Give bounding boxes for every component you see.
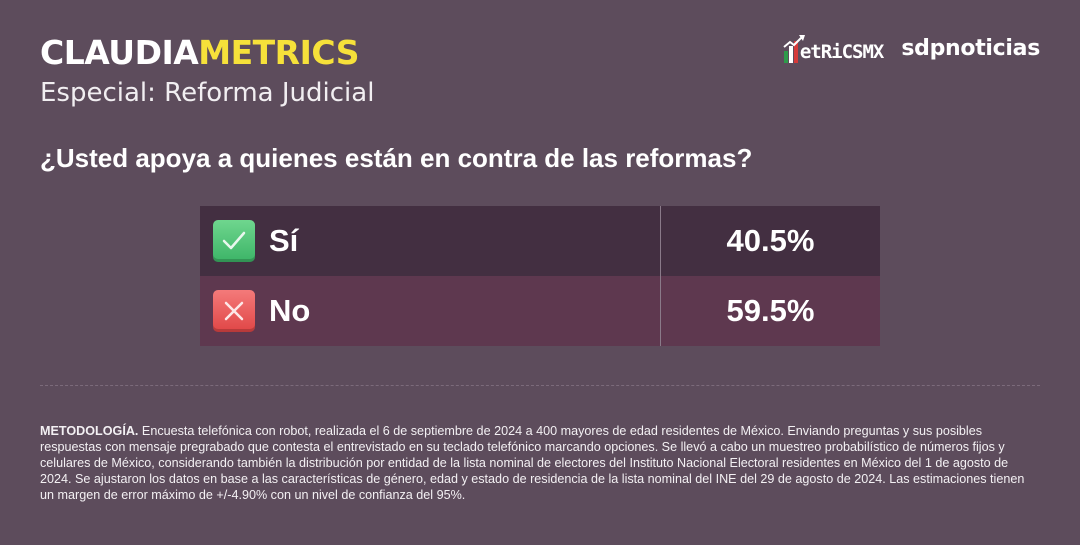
methodology-note: METODOLOGÍA. Encuesta telefónica con rob… <box>40 423 1040 503</box>
brand-part-metrics: METRICS <box>198 33 359 72</box>
methodology-heading: METODOLOGÍA. <box>40 424 139 438</box>
page-subtitle: Especial: Reforma Judicial <box>40 78 375 108</box>
percentage-value: 40.5% <box>726 223 815 258</box>
cross-icon <box>213 290 255 332</box>
bar-chart-flag-icon <box>783 35 805 63</box>
check-icon <box>213 220 255 262</box>
brand-part-claudia: CLAUDIA <box>40 33 199 72</box>
answer-cell: No <box>200 276 661 346</box>
result-row-si: Sí 40.5% <box>200 206 880 276</box>
metricsmx-logo: etRiCSMX <box>783 33 885 63</box>
brand-title: CLAUDIAMETRICS <box>40 33 359 73</box>
partner-logos: etRiCSMX sdpnoticias <box>783 33 1040 63</box>
answer-cell: Sí <box>200 206 661 276</box>
trend-arrow-icon <box>783 35 805 48</box>
metricsmx-text: etRiCSMX <box>799 41 885 63</box>
answer-label: No <box>269 293 311 328</box>
results-table: Sí 40.5% No 59.5% <box>200 206 880 346</box>
poll-question: ¿Usted apoya a quienes están en contra d… <box>40 143 753 173</box>
answer-label: Sí <box>269 223 299 258</box>
sdpnoticias-logo: sdpnoticias <box>901 35 1040 61</box>
section-divider <box>40 385 1040 386</box>
percentage-value: 59.5% <box>726 293 815 328</box>
methodology-text: Encuesta telefónica con robot, realizada… <box>40 424 1025 502</box>
result-row-no: No 59.5% <box>200 276 880 346</box>
